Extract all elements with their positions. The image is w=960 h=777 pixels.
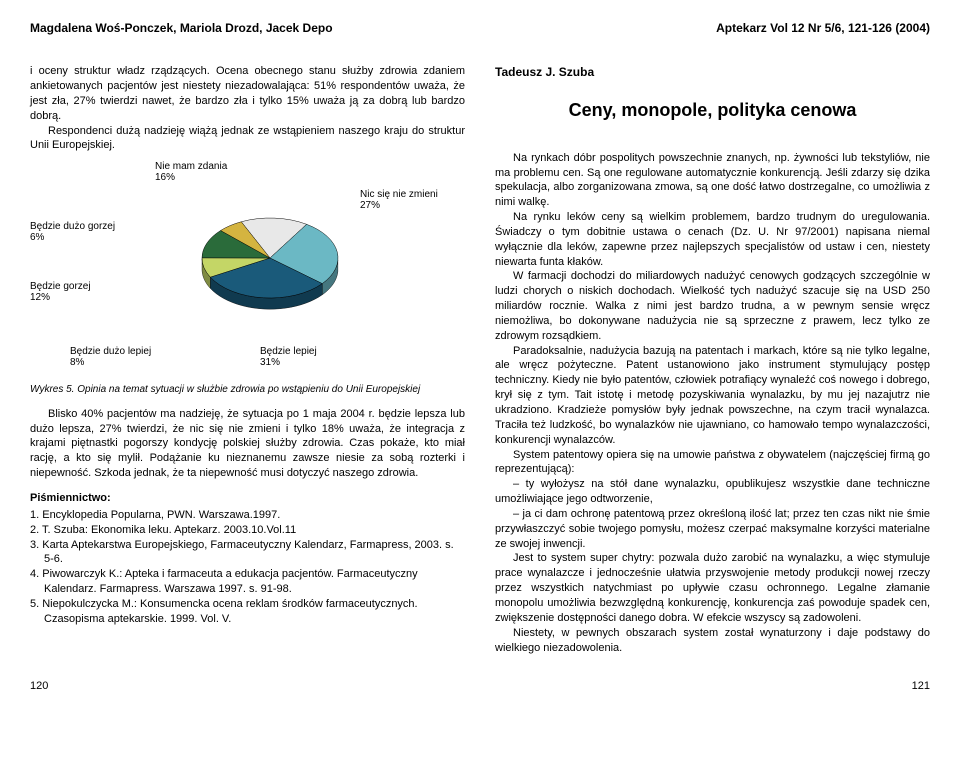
- ref-5: 5. Niepokulczycka M.: Konsumencka ocena …: [30, 597, 465, 627]
- right-p2: Na rynku leków ceny są wielkim problemem…: [495, 210, 930, 269]
- content-columns: i oceny struktur władz rządzących. Ocena…: [30, 64, 930, 655]
- label-bedzie-duzo-gorzej: Będzie dużo gorzej6%: [30, 221, 115, 243]
- label-nie-mam-zdania: Nie mam zdania16%: [155, 161, 227, 183]
- pagenum-left: 120: [30, 679, 48, 694]
- right-p8: Jest to system super chytry: pozwala duż…: [495, 551, 930, 625]
- page-header: Magdalena Woś-Ponczek, Mariola Drozd, Ja…: [30, 20, 930, 36]
- right-p1: Na rynkach dóbr pospolitych powszechnie …: [495, 151, 930, 210]
- label-nic-sie-nie-zmieni: Nic się nie zmieni27%: [360, 189, 438, 211]
- right-p4: Paradoksalnie, nadużycia bazują na paten…: [495, 344, 930, 448]
- right-author: Tadeusz J. Szuba: [495, 64, 930, 80]
- left-intro-2: Respondenci dużą nadzieję wiążą jednak z…: [30, 124, 465, 154]
- left-intro-1: i oceny struktur władz rządzących. Ocena…: [30, 64, 465, 123]
- refs-title: Piśmiennictwo:: [30, 491, 465, 506]
- pagenum-right: 121: [912, 679, 930, 694]
- ref-1: 1. Encyklopedia Popularna, PWN. Warszawa…: [30, 508, 465, 523]
- label-bedzie-duzo-lepiej: Będzie dużo lepiej8%: [70, 346, 151, 368]
- pie-svg: [185, 206, 355, 326]
- right-column: Tadeusz J. Szuba Ceny, monopole, polityk…: [495, 64, 930, 655]
- authors: Magdalena Woś-Ponczek, Mariola Drozd, Ja…: [30, 20, 333, 36]
- journal-ref: Aptekarz Vol 12 Nr 5/6, 121-126 (2004): [716, 20, 930, 36]
- right-p5: System patentowy opiera się na umowie pa…: [495, 448, 930, 478]
- right-p3: W farmacji dochodzi do miliardowych nadu…: [495, 269, 930, 343]
- pie-chart: Nie mam zdania16% Nic się nie zmieni27% …: [30, 161, 465, 381]
- ref-3: 3. Karta Aptekarstwa Europejskiego, Farm…: [30, 538, 465, 568]
- ref-2: 2. T. Szuba: Ekonomika leku. Aptekarz. 2…: [30, 523, 465, 538]
- left-column: i oceny struktur władz rządzących. Ocena…: [30, 64, 465, 655]
- label-bedzie-gorzej: Będzie gorzej12%: [30, 281, 91, 303]
- page-numbers: 120 121: [30, 679, 930, 694]
- right-p9: Niestety, w pewnych obszarach system zos…: [495, 626, 930, 656]
- right-p6: – ty wyłożysz na stół dane wynalazku, op…: [495, 477, 930, 507]
- left-body: Blisko 40% pacjentów ma nadzieję, że syt…: [30, 407, 465, 481]
- chart-caption: Wykres 5. Opinia na temat sytuacji w słu…: [30, 383, 465, 397]
- right-title: Ceny, monopole, polityka cenowa: [495, 98, 930, 122]
- ref-4: 4. Piwowarczyk K.: Apteka i farmaceuta a…: [30, 567, 465, 597]
- refs-list: 1. Encyklopedia Popularna, PWN. Warszawa…: [30, 508, 465, 627]
- label-bedzie-lepiej: Będzie lepiej31%: [260, 346, 317, 368]
- right-p7: – ja ci dam ochronę patentową przez okre…: [495, 507, 930, 552]
